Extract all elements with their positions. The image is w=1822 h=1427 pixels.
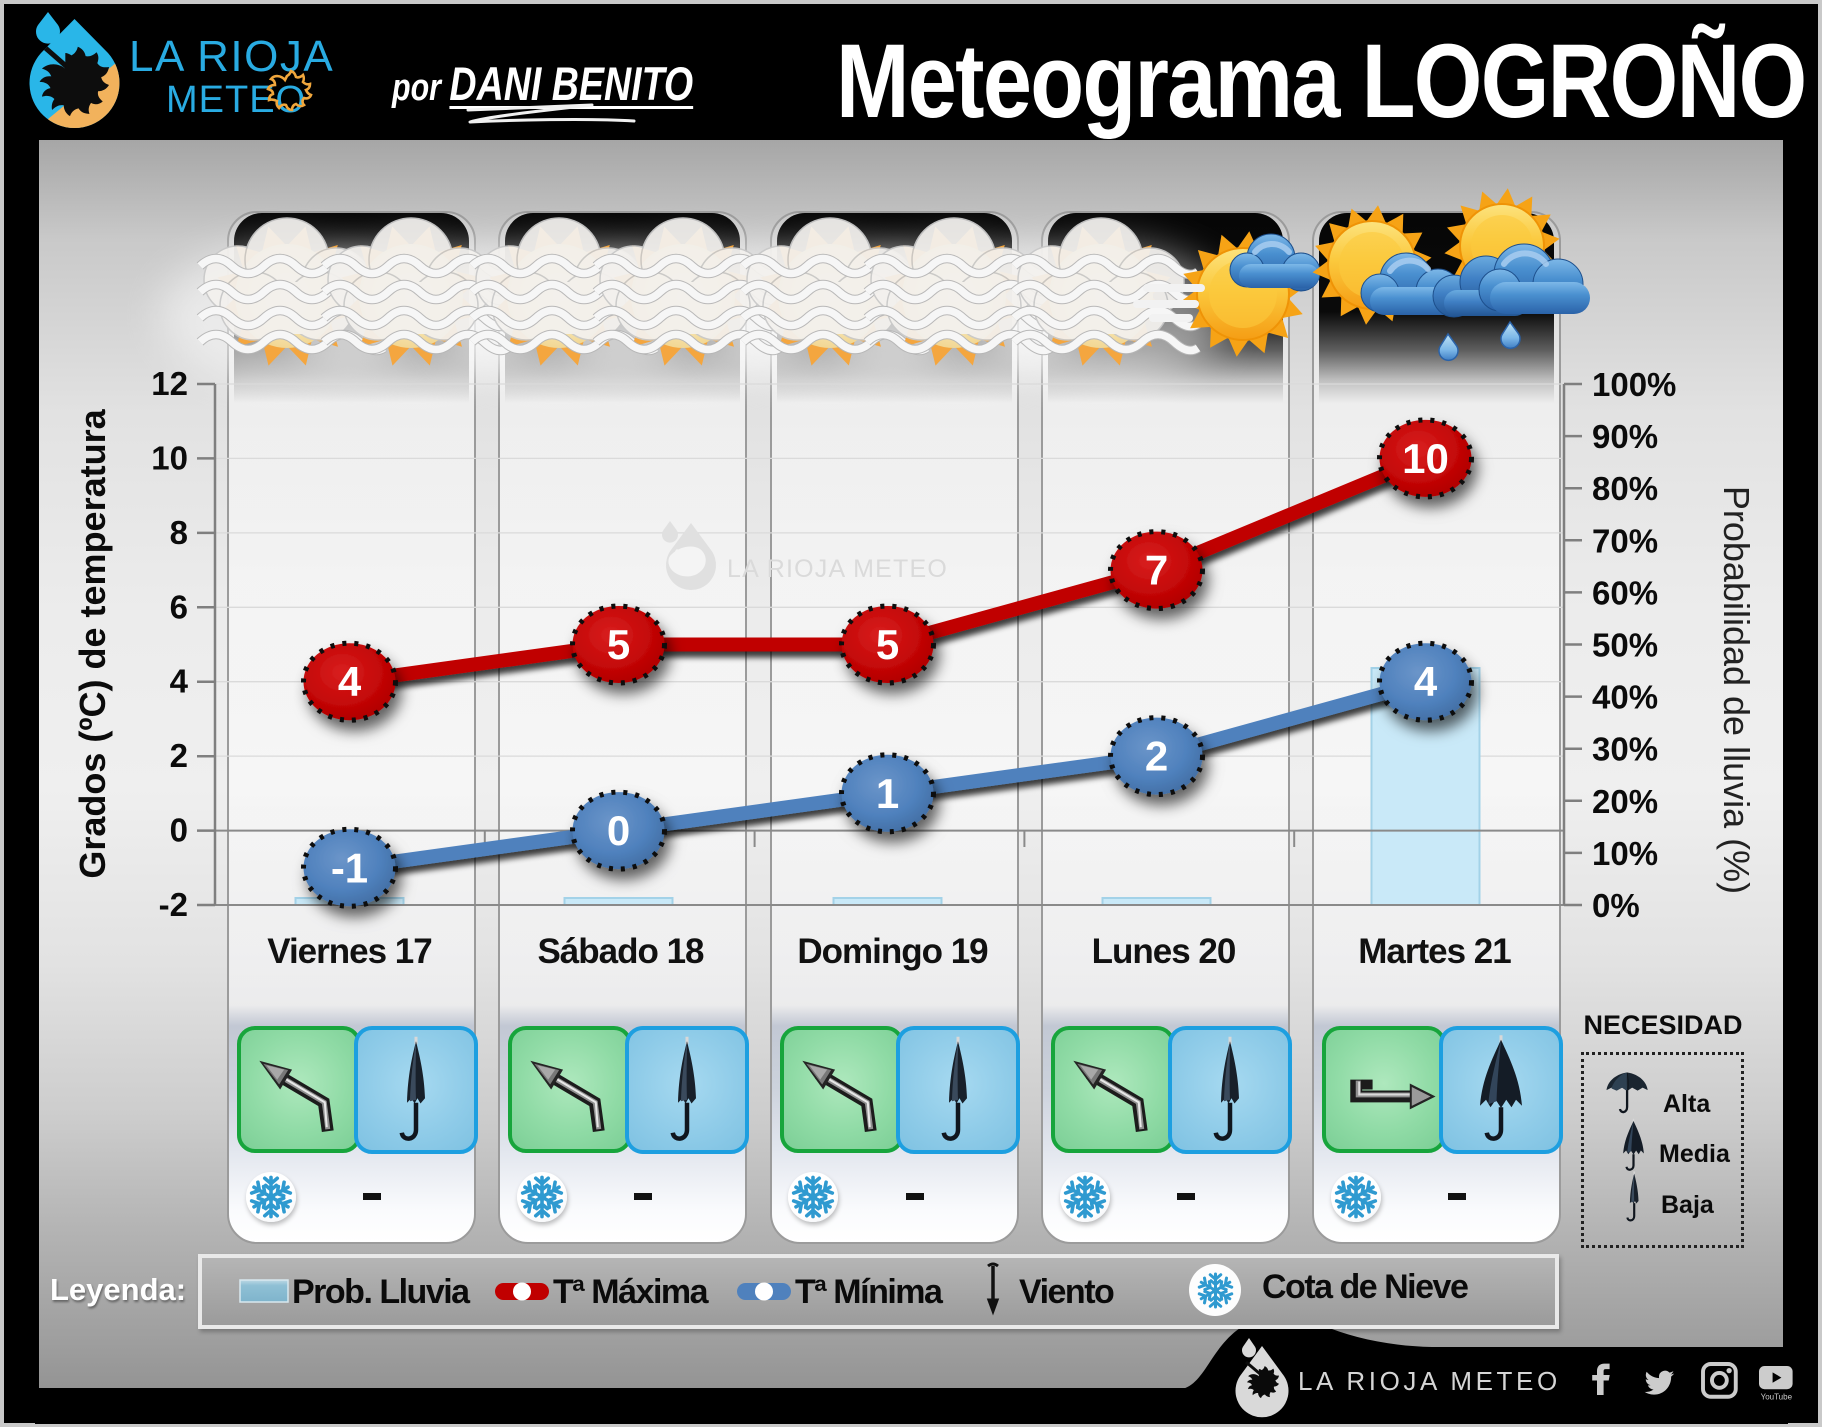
svg-text:8: 8 xyxy=(170,514,188,551)
svg-text:0: 0 xyxy=(607,807,630,854)
svg-text:Prob. Lluvia: Prob. Lluvia xyxy=(292,1273,471,1311)
svg-text:10%: 10% xyxy=(1592,835,1658,872)
svg-text:7: 7 xyxy=(1145,547,1168,594)
svg-text:80%: 80% xyxy=(1592,470,1658,507)
svg-text:Grados (ºC) de temperatura: Grados (ºC) de temperatura xyxy=(72,408,113,878)
svg-text:Probabilidad de lluvia (%): Probabilidad de lluvia (%) xyxy=(1716,486,1757,894)
svg-text:5: 5 xyxy=(607,621,630,668)
svg-text:10: 10 xyxy=(151,439,188,476)
svg-text:30%: 30% xyxy=(1592,731,1658,768)
svg-text:Baja: Baja xyxy=(1661,1191,1715,1219)
svg-text:2: 2 xyxy=(170,737,188,774)
svg-text:METEO: METEO xyxy=(166,79,306,121)
svg-text:70%: 70% xyxy=(1592,522,1658,559)
svg-text:Media: Media xyxy=(1659,1140,1731,1168)
svg-text:6: 6 xyxy=(170,588,188,625)
svg-text:12: 12 xyxy=(151,365,188,402)
svg-text:1: 1 xyxy=(876,770,899,817)
svg-text:YouTube: YouTube xyxy=(1761,1393,1793,1402)
svg-text:-1: -1 xyxy=(331,844,368,891)
svg-text:-2: -2 xyxy=(159,886,188,923)
svg-text:100%: 100% xyxy=(1592,366,1676,403)
svg-text:0%: 0% xyxy=(1592,887,1640,924)
svg-text:0: 0 xyxy=(170,812,188,849)
svg-text:LA RIOJA METEO: LA RIOJA METEO xyxy=(1298,1366,1561,1396)
svg-text:LA RIOJA: LA RIOJA xyxy=(129,32,334,81)
svg-text:4: 4 xyxy=(338,658,362,705)
svg-text:10: 10 xyxy=(1402,435,1449,482)
svg-text:Alta: Alta xyxy=(1663,1090,1711,1118)
svg-text:40%: 40% xyxy=(1592,679,1658,716)
svg-text:2: 2 xyxy=(1145,733,1168,780)
svg-text:LA RIOJA METEO: LA RIOJA METEO xyxy=(727,555,948,583)
svg-text:Tª Máxima: Tª Máxima xyxy=(553,1273,710,1311)
svg-text:Tª Mínima: Tª Mínima xyxy=(795,1273,944,1311)
svg-text:60%: 60% xyxy=(1592,574,1658,611)
svg-text:4: 4 xyxy=(1414,658,1438,705)
svg-text:50%: 50% xyxy=(1592,627,1658,664)
svg-text:Cota de Nieve: Cota de Nieve xyxy=(1262,1268,1468,1306)
svg-text:90%: 90% xyxy=(1592,418,1658,455)
svg-text:Viento: Viento xyxy=(1019,1273,1114,1311)
svg-text:4: 4 xyxy=(170,663,189,700)
svg-text:20%: 20% xyxy=(1592,783,1658,820)
svg-text:5: 5 xyxy=(876,621,899,668)
